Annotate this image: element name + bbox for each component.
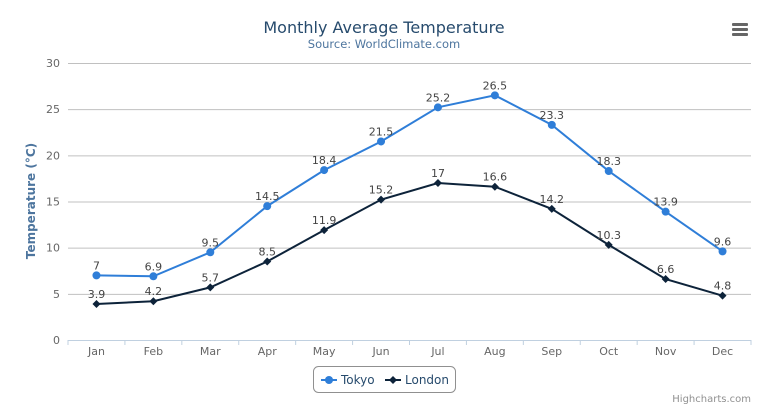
data-point-tokyo — [263, 202, 272, 211]
data-label-london: 11.9 — [312, 214, 337, 227]
data-label-london: 6.6 — [657, 263, 675, 276]
data-point-tokyo — [547, 120, 556, 129]
x-tick-label: Jul — [430, 345, 444, 358]
data-label-tokyo: 13.9 — [653, 196, 678, 209]
x-tick-label: Aug — [484, 345, 505, 358]
data-label-london: 3.9 — [88, 288, 106, 301]
legend-item-tokyo[interactable]: Tokyo — [321, 373, 375, 387]
x-tick-label: Jun — [371, 345, 389, 358]
chart-subtitle: Source: WorldClimate.com — [308, 37, 460, 51]
data-point-london — [206, 283, 215, 292]
diamond-marker-icon — [389, 376, 397, 384]
hamburger-menu-icon[interactable] — [732, 23, 748, 36]
data-point-london — [149, 297, 158, 306]
data-point-london — [433, 179, 442, 188]
data-label-tokyo: 14.5 — [255, 190, 280, 203]
y-tick-label: 30 — [46, 57, 60, 70]
data-point-tokyo — [604, 167, 613, 176]
x-tick-label: Mar — [200, 345, 221, 358]
x-tick-label: Sep — [541, 345, 562, 358]
chart-title: Monthly Average Temperature — [263, 18, 504, 37]
series-line-tokyo — [96, 94, 724, 278]
data-point-tokyo — [718, 247, 727, 256]
data-label-london: 14.2 — [540, 193, 565, 206]
data-point-tokyo — [92, 271, 101, 280]
x-tick-label: Nov — [655, 345, 677, 358]
data-label-tokyo: 26.5 — [483, 79, 508, 92]
data-label-tokyo: 6.9 — [145, 260, 163, 273]
y-tick-label: 25 — [46, 103, 60, 116]
data-label-london: 5.7 — [202, 271, 220, 284]
data-label-london: 16.6 — [483, 171, 508, 184]
data-label-tokyo: 7 — [93, 259, 100, 272]
data-point-tokyo — [320, 166, 329, 175]
y-tick-label: 10 — [46, 242, 60, 255]
y-tick-label: 15 — [46, 196, 60, 209]
y-axis-title: Temperature (°C) — [24, 143, 38, 259]
legend-label-london: London — [405, 373, 449, 387]
data-label-tokyo: 18.4 — [312, 154, 337, 167]
data-label-london: 8.5 — [258, 246, 276, 259]
data-point-london — [661, 275, 670, 284]
data-label-london: 15.2 — [369, 184, 394, 197]
data-point-london — [718, 291, 727, 300]
y-tick-label: 5 — [53, 288, 60, 301]
data-label-tokyo: 9.6 — [714, 235, 732, 248]
x-tick-label: Dec — [712, 345, 733, 358]
credits-link[interactable]: Highcharts.com — [672, 394, 751, 405]
data-point-tokyo — [149, 272, 158, 281]
data-label-tokyo: 18.3 — [596, 155, 621, 168]
series-line-london — [96, 182, 723, 305]
legend-item-london[interactable]: London — [385, 373, 449, 387]
legend: Tokyo London — [313, 366, 456, 393]
data-point-tokyo — [206, 248, 215, 257]
legend-label-tokyo: Tokyo — [340, 373, 375, 387]
data-point-london — [263, 257, 272, 266]
data-point-london — [320, 226, 329, 235]
x-tick-label: Apr — [258, 345, 278, 358]
data-point-london — [490, 182, 499, 191]
data-point-tokyo — [661, 207, 670, 216]
data-point-tokyo — [490, 91, 499, 100]
data-label-tokyo: 23.3 — [540, 109, 565, 122]
data-point-london — [377, 195, 386, 204]
data-label-tokyo: 21.5 — [369, 125, 394, 138]
x-tick-label: Feb — [144, 345, 163, 358]
x-tick-label: Oct — [599, 345, 619, 358]
data-point-london — [604, 240, 613, 249]
data-point-london — [547, 204, 556, 213]
data-label-tokyo: 9.5 — [202, 236, 220, 249]
circle-marker-icon — [325, 376, 333, 384]
data-label-tokyo: 25.2 — [426, 91, 451, 104]
x-tick-label: May — [313, 345, 336, 358]
data-label-london: 4.8 — [714, 280, 732, 293]
data-label-london: 17 — [431, 167, 445, 180]
data-point-tokyo — [377, 137, 386, 146]
y-tick-label: 20 — [46, 149, 60, 162]
x-tick-label: Jan — [87, 345, 105, 358]
data-label-london: 4.2 — [145, 285, 163, 298]
data-label-london: 10.3 — [596, 229, 621, 242]
y-tick-label: 0 — [53, 334, 60, 347]
data-point-tokyo — [433, 103, 442, 112]
data-point-london — [92, 299, 101, 308]
